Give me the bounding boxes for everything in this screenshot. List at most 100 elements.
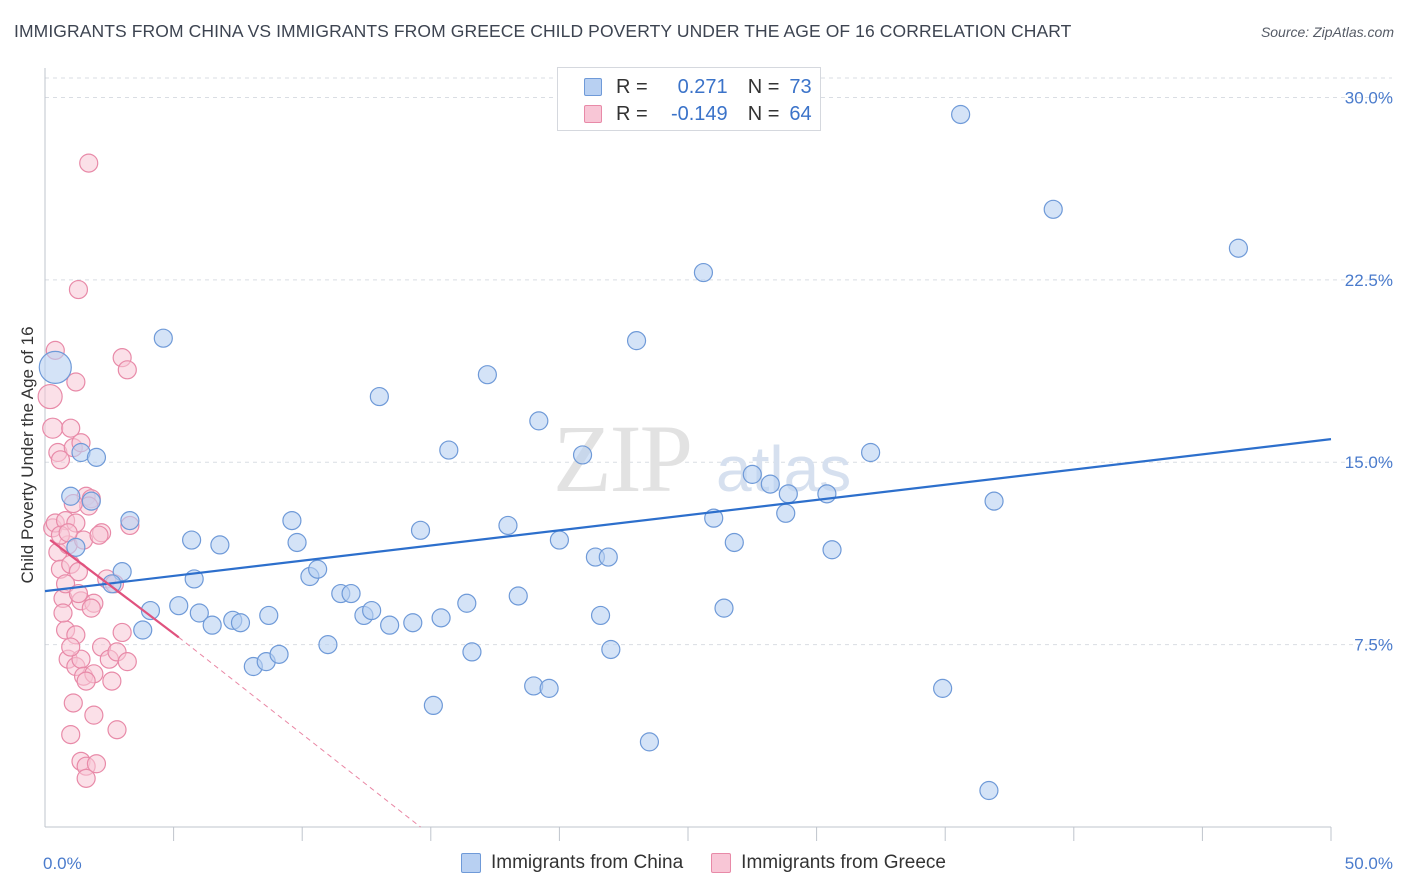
china-swatch — [584, 78, 602, 96]
china-point — [549, 530, 570, 550]
y-tick-label: 22.5% — [1345, 271, 1393, 290]
greece-point — [107, 720, 127, 740]
china-point — [403, 613, 423, 633]
trend-lines — [44, 438, 1332, 828]
n-label: N = — [747, 102, 780, 125]
greece-point — [42, 417, 64, 439]
china-point — [572, 445, 593, 465]
china-point — [202, 615, 222, 635]
greece-point — [89, 525, 109, 545]
series-legend: Immigrants from China Immigrants from Gr… — [461, 852, 974, 874]
china-point — [230, 613, 251, 633]
legend-row-china: R = 0.271 N = 73 — [584, 75, 812, 99]
china-point — [410, 520, 431, 540]
y-tick-label: 7.5% — [1354, 636, 1393, 655]
greece-trend-extension — [178, 636, 421, 828]
china-point — [362, 600, 382, 621]
greece-point — [84, 705, 104, 725]
china-point — [61, 486, 81, 506]
china-point — [431, 608, 451, 628]
china-point — [778, 484, 798, 504]
china-point — [639, 732, 660, 752]
greece-point — [76, 671, 96, 691]
china-point — [626, 331, 647, 351]
china-point — [81, 491, 101, 511]
china-point — [539, 678, 559, 698]
greece-point — [61, 724, 81, 745]
china-point — [282, 510, 302, 531]
china-point — [979, 780, 999, 801]
china-point — [508, 586, 528, 606]
correlation-legend: R = 0.271 N = 73 R = -0.149 N = 64 — [557, 67, 821, 131]
china-point — [287, 532, 307, 553]
china-point — [341, 583, 361, 604]
legend-item-greece[interactable]: Immigrants from Greece — [711, 852, 946, 874]
greece-point — [112, 622, 132, 643]
axes — [44, 68, 1332, 841]
china-point — [822, 540, 842, 560]
china-point — [189, 603, 209, 623]
greece-point — [66, 372, 86, 392]
china-point — [133, 620, 153, 640]
china-point — [714, 598, 734, 618]
greece-point — [61, 637, 81, 657]
greece-n-value: 64 — [789, 102, 812, 125]
china-point — [112, 562, 132, 582]
china-point — [140, 600, 161, 621]
china-point — [760, 474, 780, 494]
china-points — [38, 104, 1249, 801]
r-label: R = — [616, 102, 648, 125]
y-tick-label: 15.0% — [1345, 453, 1393, 472]
china-point — [776, 503, 796, 523]
greece-point — [68, 279, 89, 300]
greece-point — [117, 360, 137, 380]
y-axis-label: Child Poverty Under the Age of 16 — [18, 326, 37, 583]
china-point — [369, 386, 389, 407]
china-point — [742, 464, 762, 484]
china-point — [86, 447, 107, 467]
china-point — [66, 537, 86, 557]
china-point — [598, 547, 618, 567]
china-point — [1043, 199, 1063, 219]
china-point — [462, 642, 482, 662]
china-point — [984, 491, 1004, 511]
y-tick-labels: 7.5% 15.0% 22.5% 30.0% — [1345, 88, 1393, 654]
greece-point — [63, 693, 83, 713]
china-point — [590, 605, 611, 626]
greece-r-value: -0.149 — [670, 102, 728, 125]
chart-title: IMMIGRANTS FROM CHINA VS IMMIGRANTS FROM… — [14, 21, 1072, 41]
r-label: R = — [616, 75, 648, 98]
china-point — [153, 328, 173, 348]
china-point — [498, 515, 518, 536]
china-point — [308, 559, 328, 579]
watermark: ZIP atlas — [553, 405, 851, 512]
china-point — [724, 532, 744, 553]
china-point — [259, 605, 279, 626]
china-point — [933, 678, 953, 698]
greece-point — [102, 671, 122, 691]
x-tick-labels: 0.0% 50.0% — [43, 854, 1393, 873]
greece-point — [61, 418, 81, 438]
greece-point — [50, 450, 71, 470]
n-label: N = — [747, 75, 780, 98]
greece-point — [81, 598, 101, 618]
china-point — [439, 440, 459, 460]
legend-label-china: Immigrants from China — [491, 852, 684, 873]
greece-point — [79, 153, 99, 173]
china-point — [380, 615, 400, 635]
x-tick-label: 50.0% — [1345, 854, 1393, 873]
china-trend-line — [44, 438, 1332, 593]
china-point — [210, 535, 230, 555]
china-point — [601, 639, 621, 660]
china-point — [477, 365, 497, 385]
greece-swatch — [584, 105, 602, 123]
china-point — [529, 411, 549, 431]
greece-point — [76, 768, 96, 788]
x-tick-label: 0.0% — [43, 854, 82, 873]
greece-points — [37, 153, 140, 788]
legend-item-china[interactable]: Immigrants from China — [461, 852, 683, 874]
china-point — [951, 104, 971, 125]
china-point — [120, 510, 140, 531]
china-point — [269, 644, 289, 664]
